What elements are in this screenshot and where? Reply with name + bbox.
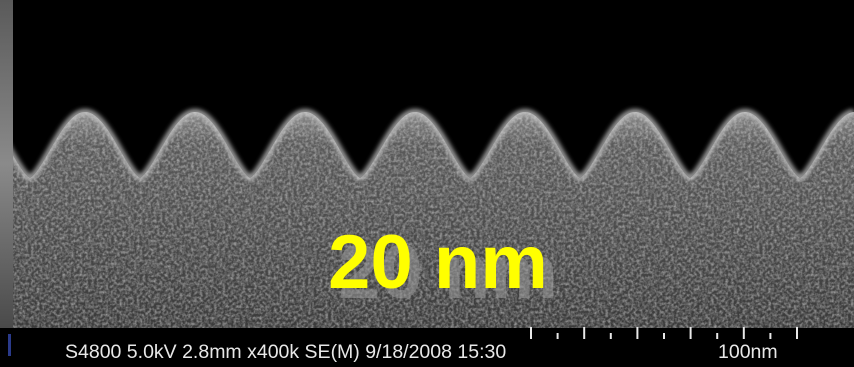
- sem-image: 20 nm 20 nm S4800 5.0kV 2.8mm x400k SE(M…: [0, 0, 854, 367]
- left-strip: [0, 0, 13, 328]
- scale-label: 100nm: [718, 341, 778, 363]
- overlay-label: 20 nm: [328, 220, 548, 305]
- instrument-info: S4800 5.0kV 2.8mm x400k SE(M) 9/18/2008 …: [65, 341, 506, 363]
- edge-mark: [8, 334, 11, 356]
